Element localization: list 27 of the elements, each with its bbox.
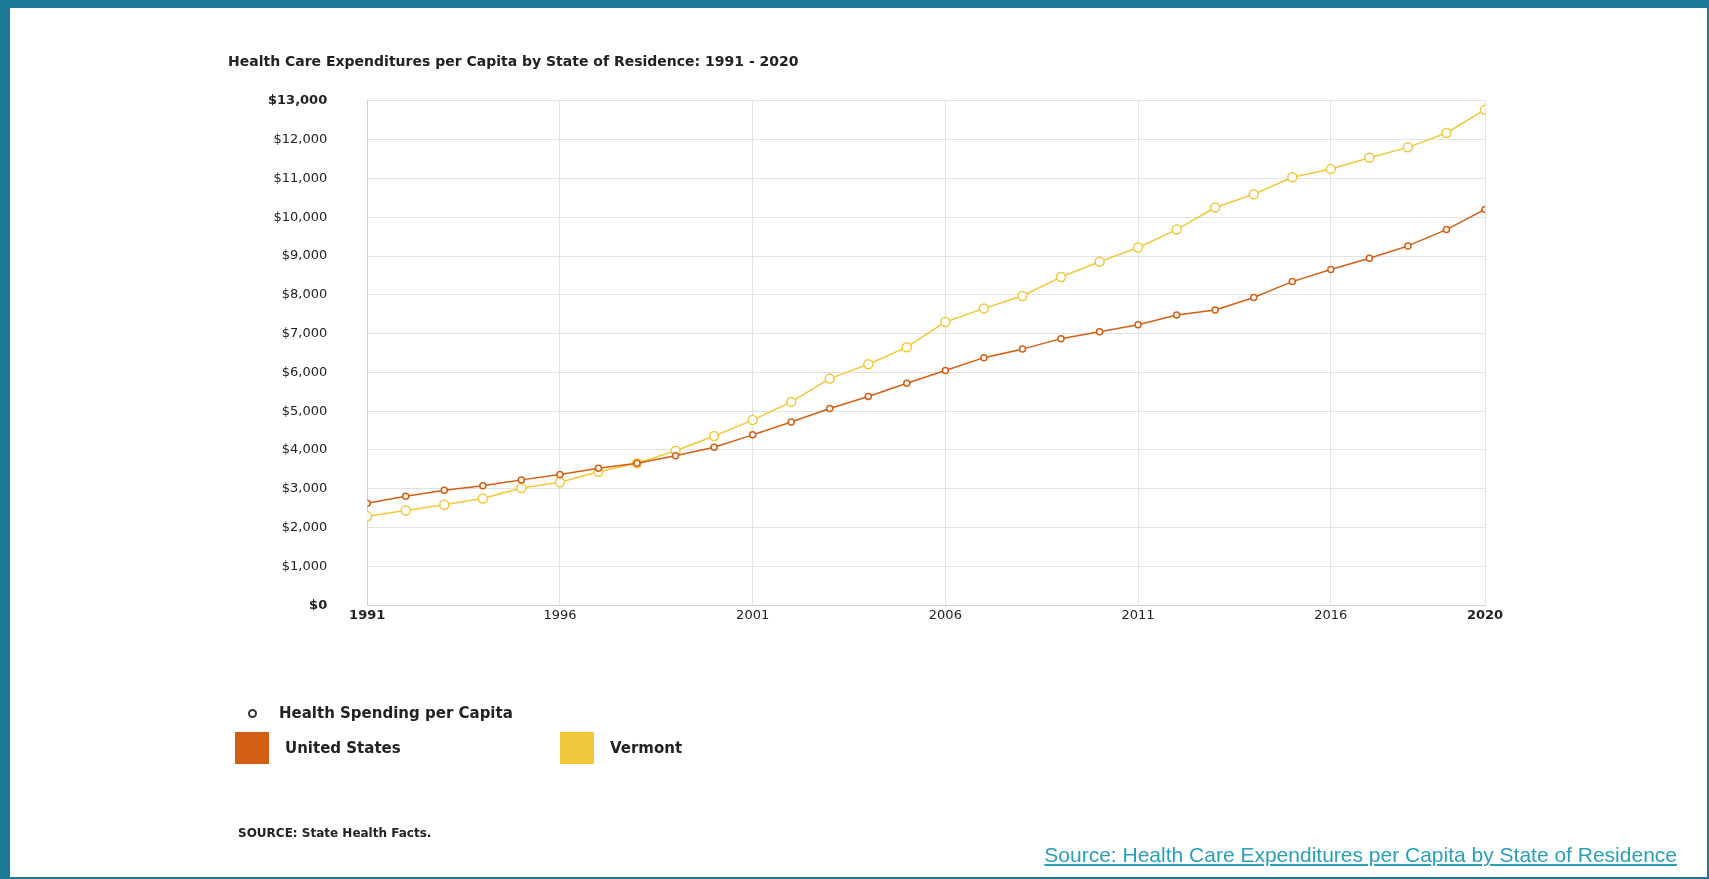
source-note: Source: Health Care Expenditures per Capita by State of Residence: [1044, 843, 1677, 867]
y-tick-label: $12,000: [273, 130, 328, 146]
y-tick-label: $10,000: [273, 208, 328, 224]
legend-title: Health Spending per Capita: [279, 704, 513, 722]
x-tick-label: 2011: [1121, 607, 1155, 623]
source-note: SOURCE: State Health Facts.: [238, 826, 432, 840]
x-tick-label: 1996: [543, 607, 577, 623]
legend-label: United States: [285, 739, 401, 757]
y-tick-label: $4,000: [281, 441, 328, 457]
y-tick-label: $13,000: [267, 92, 328, 108]
x-tick-label: 2006: [928, 607, 962, 623]
y-tick-label: $11,000: [273, 169, 328, 185]
x-tick-label: 1991: [349, 607, 386, 623]
x-tick-label: 2016: [1314, 607, 1348, 623]
chart-title: Health Care Expenditures per Capita by State of Residence: 1991 - 2020: [228, 53, 799, 70]
y-tick-label: $3,000: [281, 480, 328, 496]
y-tick-label: $1,000: [281, 557, 328, 573]
x-tick-label: 2001: [736, 607, 770, 623]
legend-label: Vermont: [610, 739, 683, 757]
y-tick-label: $9,000: [281, 247, 328, 263]
y-tick-label: $6,000: [281, 363, 328, 379]
x-tick-label: 2020: [1466, 607, 1504, 623]
y-tick-label: $5,000: [281, 402, 328, 418]
y-tick-label: $8,000: [281, 286, 328, 302]
y-tick-label: $2,000: [281, 518, 328, 534]
y-tick-label: $7,000: [281, 324, 328, 340]
y-tick-label: $0: [309, 596, 328, 612]
